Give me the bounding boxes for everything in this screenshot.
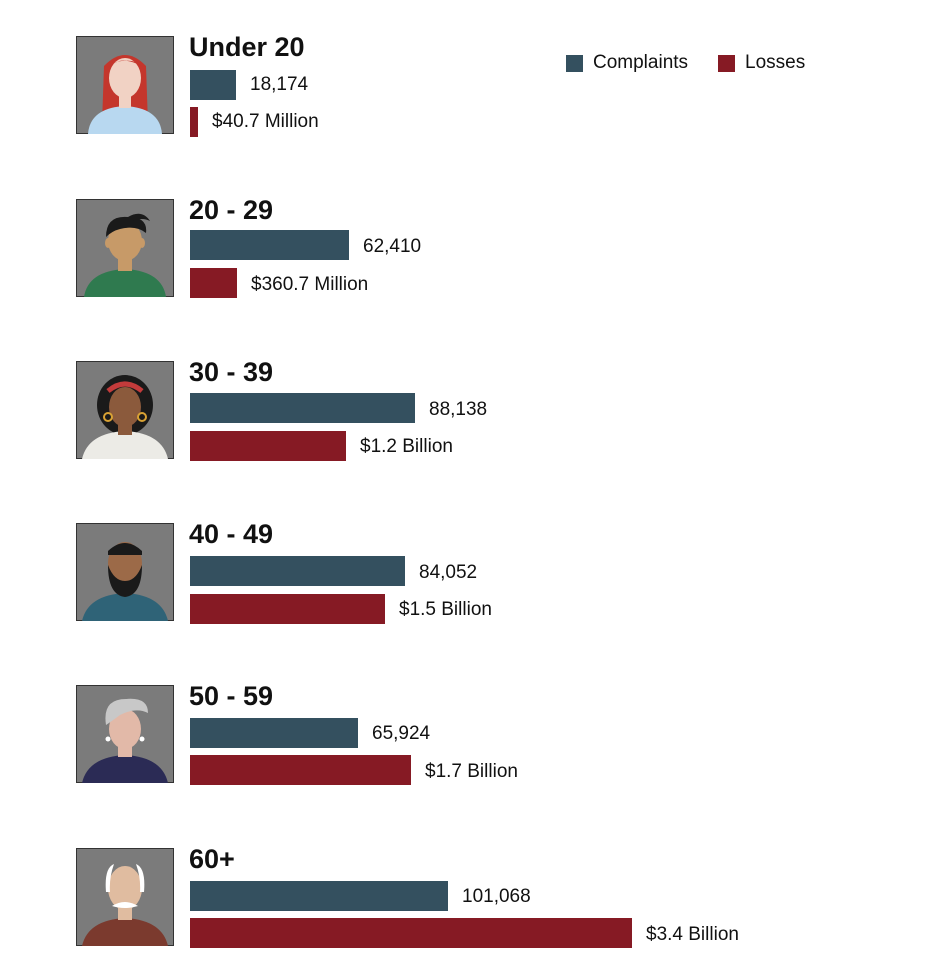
bar-losses-50-59 bbox=[190, 755, 411, 785]
category-title: 20 - 29 bbox=[189, 195, 274, 225]
value-label-losses-under-20: $40.7 Million bbox=[212, 111, 319, 132]
legend-label-complaints: Complaints bbox=[593, 52, 689, 73]
value-label-losses-40-49: $1.5 Billion bbox=[399, 599, 492, 620]
bearded-man-avatar-icon bbox=[76, 523, 174, 621]
legend-item-complaints: Complaints bbox=[566, 52, 688, 74]
bar-complaints-60-plus bbox=[190, 881, 448, 911]
category-title: 60+ bbox=[189, 844, 235, 874]
value-label-complaints-under-20: 18,174 bbox=[250, 74, 309, 95]
young-man-avatar-icon bbox=[76, 199, 174, 297]
legend-item-losses: Losses bbox=[718, 52, 805, 74]
age-group-50-59: 50 - 59 65,924 $1.7 Billion bbox=[0, 683, 931, 803]
value-label-complaints-40-49: 84,052 bbox=[419, 562, 478, 583]
value-label-losses-50-59: $1.7 Billion bbox=[425, 761, 518, 782]
legend-swatch-complaints bbox=[566, 54, 583, 72]
category-title: Under 20 bbox=[189, 32, 305, 62]
legend-swatch-losses bbox=[718, 54, 736, 72]
age-group-60-plus: 60+ 101,068 $3.4 Billion bbox=[0, 846, 931, 966]
value-label-losses-60-plus: $3.4 Billion bbox=[646, 924, 739, 945]
bar-complaints-50-59 bbox=[190, 718, 358, 748]
value-label-complaints-60-plus: 101,068 bbox=[462, 886, 531, 907]
category-title: 50 - 59 bbox=[189, 681, 274, 711]
value-label-complaints-20-29: 62,410 bbox=[363, 236, 422, 257]
age-group-under-20: Under 20 18,174 $40.7 Million bbox=[0, 34, 931, 154]
category-title: 40 - 49 bbox=[189, 519, 274, 549]
bar-losses-under-20 bbox=[190, 107, 198, 137]
bar-losses-30-39 bbox=[190, 431, 346, 461]
bar-losses-60-plus bbox=[190, 918, 632, 948]
bar-complaints-20-29 bbox=[190, 230, 349, 260]
bar-losses-40-49 bbox=[190, 594, 385, 624]
category-title: 30 - 39 bbox=[189, 357, 274, 387]
value-label-losses-30-39: $1.2 Billion bbox=[360, 436, 453, 457]
age-group-30-39: 30 - 39 88,138 $1.2 Billion bbox=[0, 359, 931, 479]
bar-complaints-30-39 bbox=[190, 393, 415, 423]
value-label-complaints-50-59: 65,924 bbox=[372, 723, 431, 744]
bar-complaints-under-20 bbox=[190, 70, 236, 100]
bar-losses-20-29 bbox=[190, 268, 237, 298]
gray-haired-woman-avatar-icon bbox=[76, 685, 174, 783]
legend-label-losses: Losses bbox=[745, 52, 806, 73]
age-group-40-49: 40 - 49 84,052 $1.5 Billion bbox=[0, 521, 931, 641]
value-label-complaints-30-39: 88,138 bbox=[429, 399, 488, 420]
age-group-20-29: 20 - 29 62,410 $360.7 Million bbox=[0, 197, 931, 317]
elderly-man-avatar-icon bbox=[76, 848, 174, 946]
woman-avatar-icon bbox=[76, 361, 174, 459]
bar-complaints-40-49 bbox=[190, 556, 405, 586]
legend: Complaints Losses bbox=[566, 52, 835, 74]
young-woman-avatar-icon bbox=[76, 36, 174, 134]
value-label-losses-20-29: $360.7 Million bbox=[251, 274, 369, 295]
